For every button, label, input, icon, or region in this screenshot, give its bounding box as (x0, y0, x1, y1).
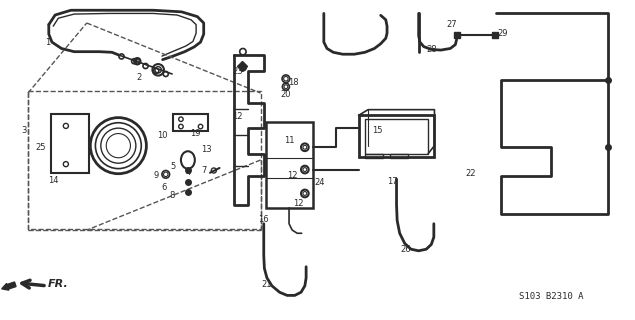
Text: 22: 22 (465, 169, 476, 178)
Text: 14: 14 (48, 176, 58, 185)
Text: 24: 24 (315, 179, 325, 188)
Text: FR.: FR. (48, 279, 69, 289)
Text: 4: 4 (185, 168, 190, 177)
Text: 13: 13 (201, 145, 211, 154)
Bar (173, 114, 208, 131)
Bar (265, 122, 313, 208)
Text: 10: 10 (157, 131, 168, 140)
Text: 12: 12 (293, 199, 304, 208)
Bar (28, 92, 260, 228)
Text: S103 B2310 A: S103 B2310 A (519, 292, 584, 301)
Bar (51, 114, 89, 173)
Text: 8: 8 (170, 190, 175, 200)
Text: 6: 6 (162, 183, 167, 192)
FancyArrow shape (2, 282, 16, 290)
Text: 25: 25 (36, 143, 46, 152)
Bar (365, 119, 428, 154)
Text: 12: 12 (232, 113, 243, 122)
Text: 17: 17 (387, 177, 398, 186)
Bar (391, 154, 408, 158)
Text: 18: 18 (288, 78, 299, 87)
Text: 19: 19 (190, 129, 200, 138)
Text: 5: 5 (171, 162, 176, 171)
Text: 2: 2 (137, 73, 142, 82)
Text: 15: 15 (371, 126, 382, 135)
Text: 11: 11 (284, 136, 294, 145)
Text: 26: 26 (401, 245, 411, 254)
Text: 12: 12 (287, 171, 297, 180)
Text: 27: 27 (446, 20, 457, 29)
Text: 21: 21 (262, 280, 272, 289)
Text: 3: 3 (22, 125, 27, 134)
Text: 20: 20 (281, 90, 291, 99)
Text: 29: 29 (497, 29, 508, 38)
Text: 16: 16 (258, 215, 269, 224)
Text: 7: 7 (201, 166, 206, 175)
Bar (359, 116, 434, 157)
Text: 9: 9 (153, 172, 158, 180)
Text: 1: 1 (46, 38, 51, 47)
Bar (365, 154, 383, 158)
Text: 28: 28 (426, 44, 437, 54)
Text: 23: 23 (232, 67, 243, 76)
